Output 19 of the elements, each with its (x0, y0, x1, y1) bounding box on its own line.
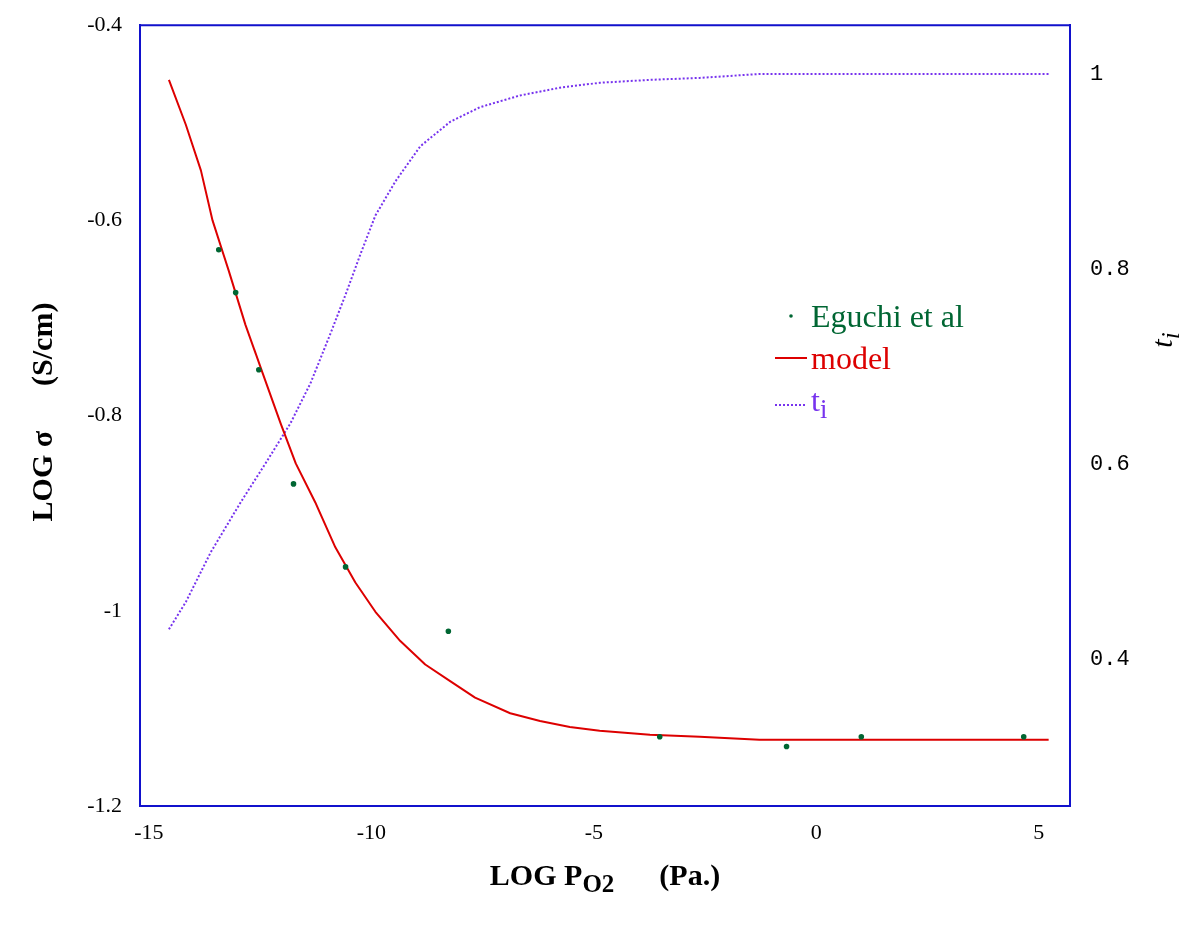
y2-tick-label: 0.6 (1090, 452, 1130, 478)
text: Eguchi et al (811, 297, 964, 336)
y-tick-label: -0.4 (87, 10, 122, 36)
y2-tick-label: 0.8 (1090, 257, 1130, 283)
text: LOG P$_{O2}$ (Pa.) (489, 858, 721, 897)
y-tick-label: -0.6 (87, 206, 122, 232)
x-tick-label: -15 (134, 818, 164, 844)
y-tick-label: -1.2 (87, 791, 122, 817)
y-tick-label: -1 (103, 596, 122, 622)
legend-label: t$_{i}$ (811, 381, 828, 427)
y2-tick-label: 0.4 (1090, 647, 1130, 673)
x-tick-label: -5 (584, 818, 604, 844)
x-tick-label: 0 (810, 818, 822, 844)
y2-tick-label: 1 (1090, 61, 1104, 87)
legend-label: model (811, 339, 891, 378)
y-axis-title: LOG σ (S/cm) (25, 301, 59, 524)
x-tick-label: -10 (356, 818, 387, 844)
y-tick-label: -0.8 (87, 401, 122, 427)
x-tick-label: 5 (1033, 818, 1045, 844)
